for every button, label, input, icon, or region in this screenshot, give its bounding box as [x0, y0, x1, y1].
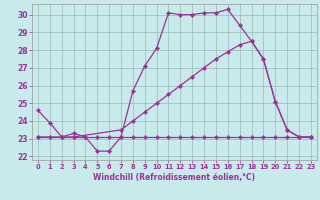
X-axis label: Windchill (Refroidissement éolien,°C): Windchill (Refroidissement éolien,°C)	[93, 173, 255, 182]
